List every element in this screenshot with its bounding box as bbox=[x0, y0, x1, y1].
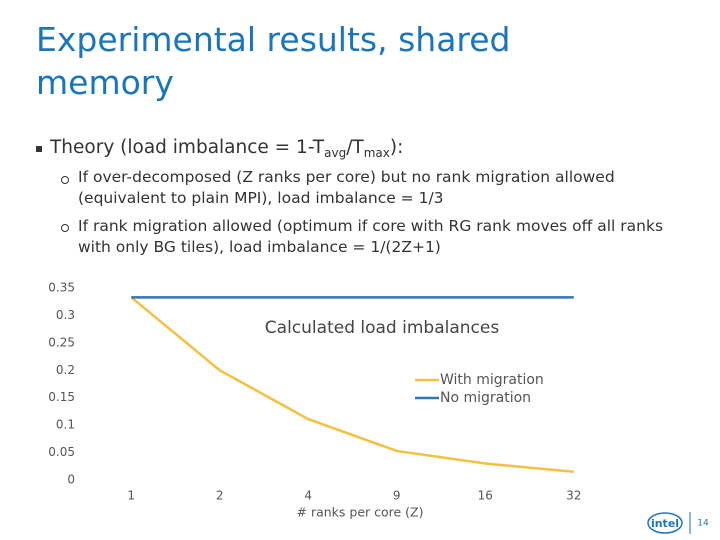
x-tick-label: 2 bbox=[216, 489, 224, 503]
bullet-text: /T bbox=[346, 137, 364, 158]
x-tick-label: 4 bbox=[304, 489, 312, 503]
legend-label: No migration bbox=[440, 390, 531, 406]
sub-bullet: If over-decomposed (Z ranks per core) bu… bbox=[78, 168, 615, 207]
bullet: Theory (load imbalance = 1-Tavg/Tmax): bbox=[50, 137, 403, 160]
sub-bullet-marker bbox=[61, 176, 69, 184]
y-tick-label: 0.2 bbox=[56, 363, 75, 377]
x-tick-label: 32 bbox=[566, 489, 581, 503]
sub-bullet-marker bbox=[61, 224, 69, 232]
line-series bbox=[130, 296, 574, 474]
x-tick-label: 16 bbox=[478, 489, 493, 503]
legend-label: With migration bbox=[440, 372, 544, 388]
x-tick-label: 9 bbox=[393, 489, 401, 503]
subscript: max bbox=[363, 146, 390, 160]
logo: intel bbox=[651, 517, 679, 530]
y-tick-label: 0.1 bbox=[56, 418, 75, 432]
y-tick-label: 0.15 bbox=[48, 390, 75, 404]
chart-title: Calculated load imbalances bbox=[265, 318, 500, 338]
sub-bullet: If rank migration allowed (optimum if co… bbox=[78, 217, 664, 256]
bullet-text: ): bbox=[389, 137, 404, 158]
y-tick-label: 0.35 bbox=[48, 281, 75, 295]
y-tick-label: 0 bbox=[67, 473, 75, 487]
subscript: avg bbox=[324, 146, 347, 160]
bullet-marker bbox=[36, 146, 42, 152]
y-tick-label: 0.05 bbox=[48, 445, 75, 459]
x-axis-label: # ranks per core (Z) bbox=[297, 505, 424, 520]
x-tick-label: 1 bbox=[127, 489, 135, 503]
y-tick-label: 0.3 bbox=[56, 308, 75, 322]
logo-ring bbox=[647, 512, 683, 534]
y-tick-label: 0.25 bbox=[48, 335, 75, 349]
slide-title: Experimental results, shared memory bbox=[36, 20, 511, 102]
page-number: 14 bbox=[697, 519, 709, 529]
bullet-text: Theory (load imbalance = 1-T bbox=[50, 137, 325, 158]
